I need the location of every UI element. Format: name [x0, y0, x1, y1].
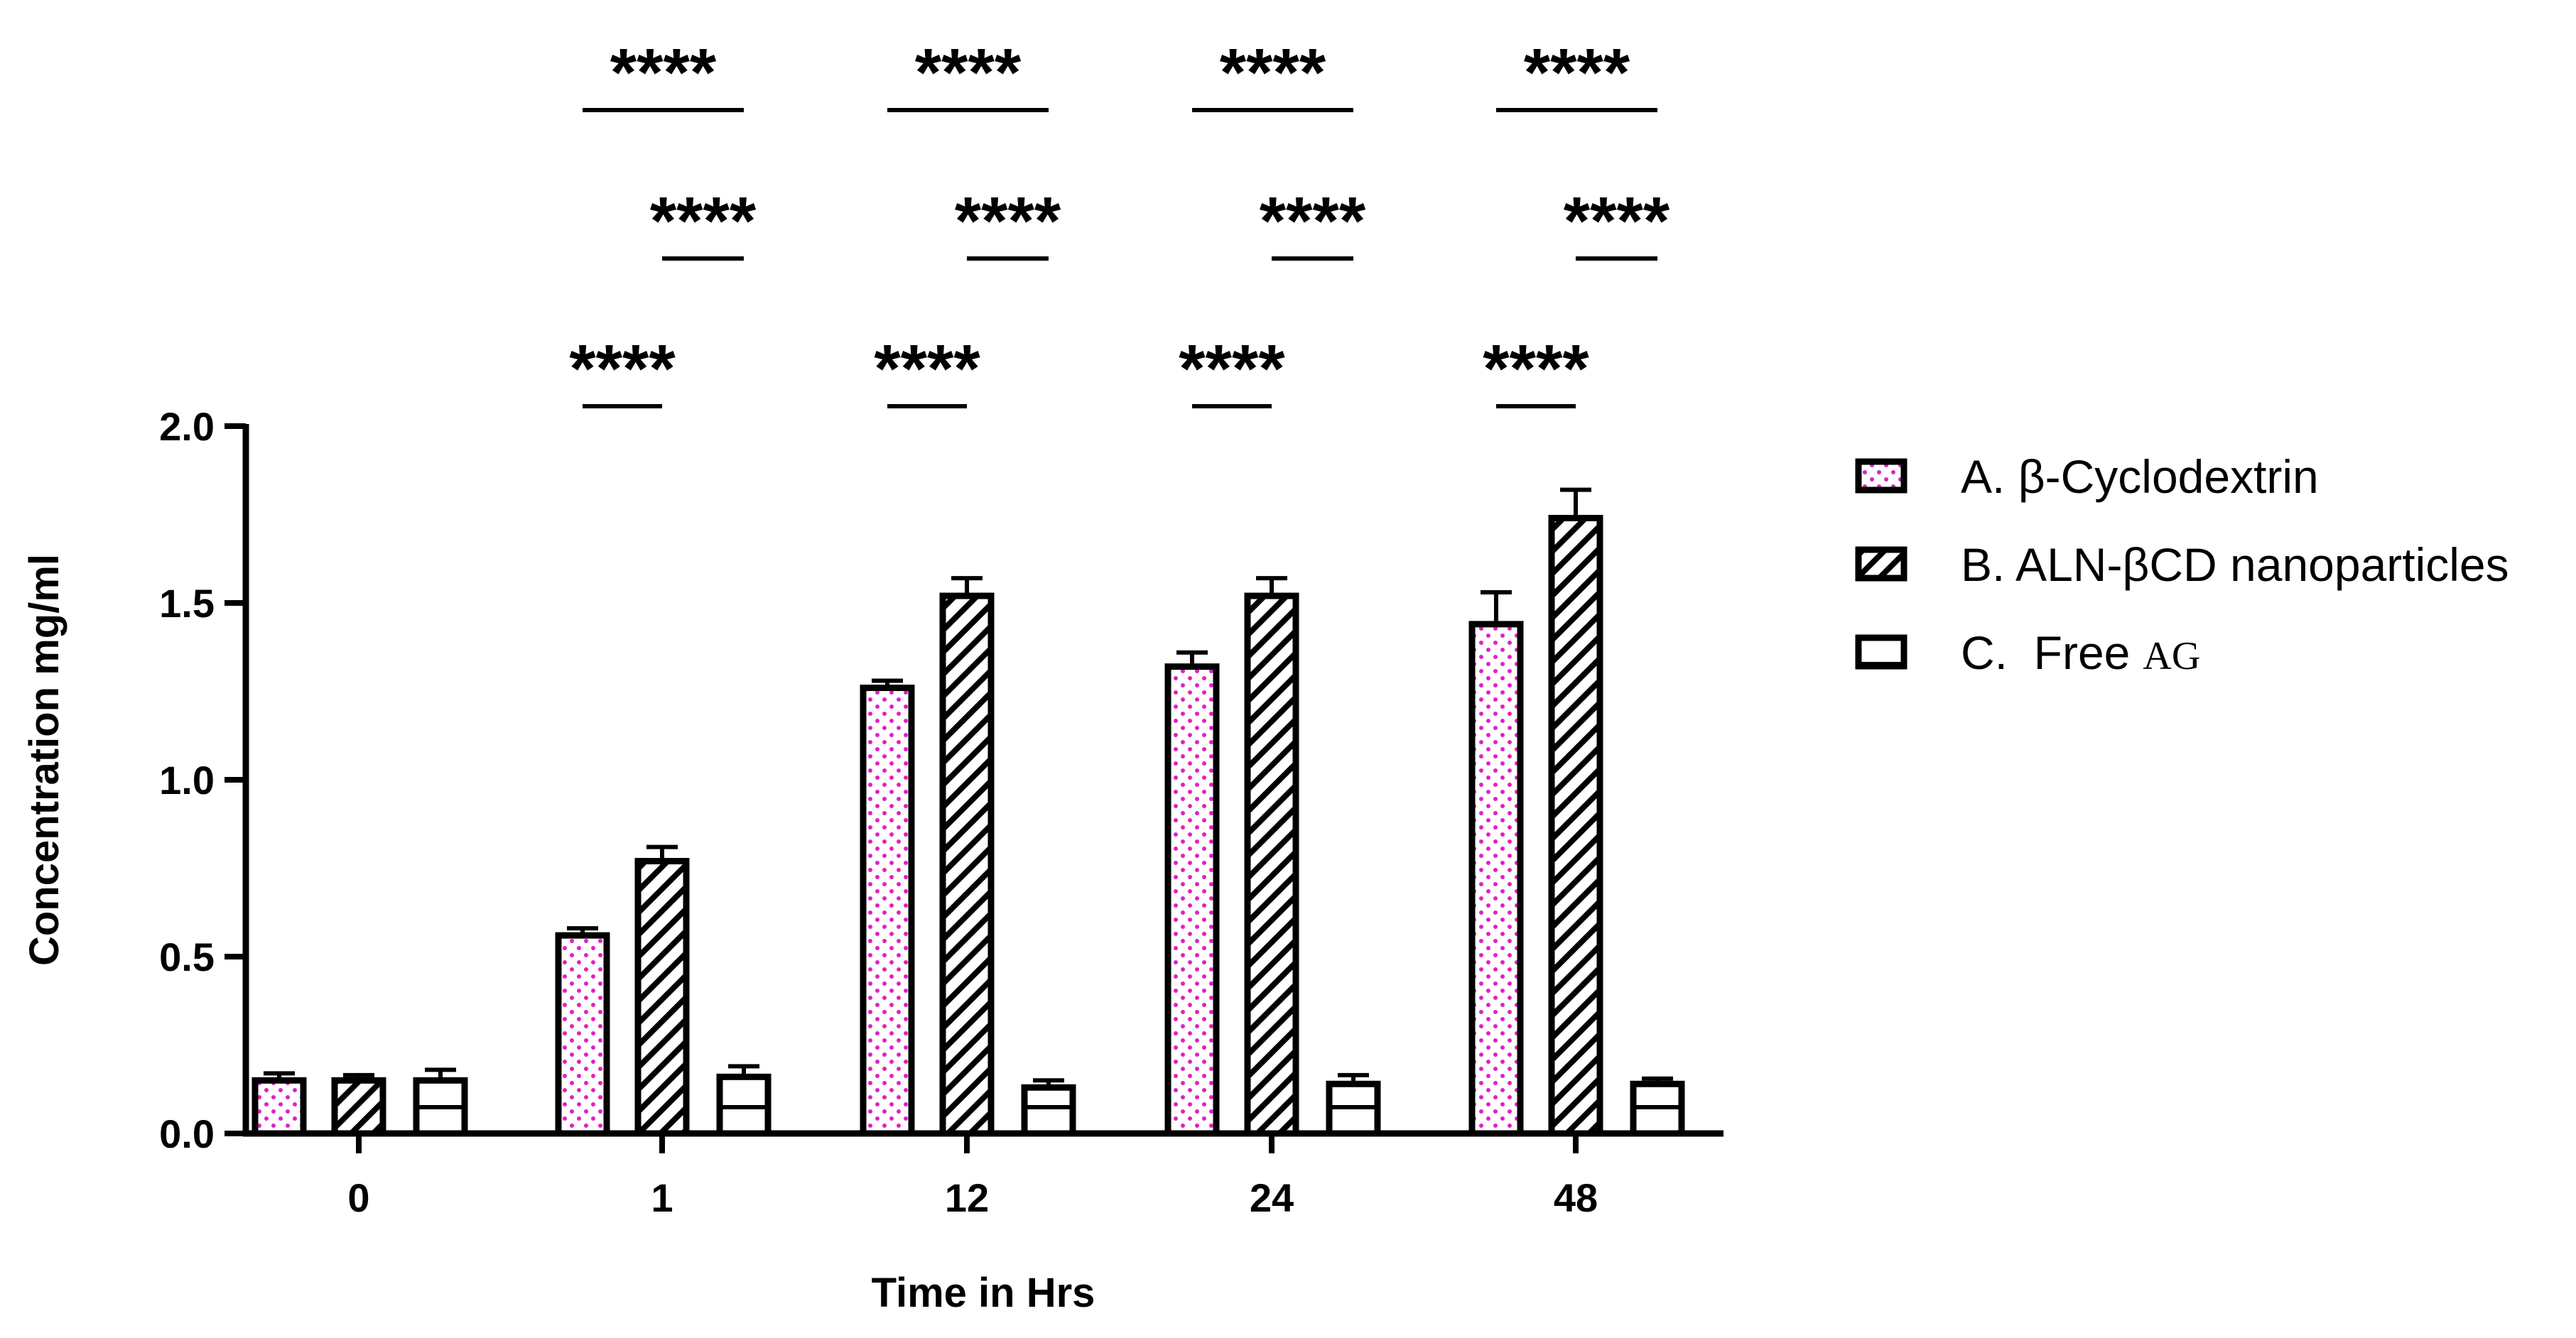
bar — [716, 1073, 772, 1137]
bar — [1244, 592, 1299, 1137]
legend-label: B. ALN-βCD nanoparticles — [1961, 538, 2509, 591]
y-tick-label: 1.5 — [159, 581, 215, 626]
significance-label: **** — [1564, 183, 1670, 259]
x-tick-label: 0 — [347, 1175, 369, 1220]
significance-group: **** **** **** **** **** **** **** **** **** ****… — [569, 35, 1670, 408]
y-ticks-group: 0.0 0.5 1.0 1.5 2.0 — [159, 404, 246, 1156]
significance-label: **** — [874, 331, 980, 407]
bar — [860, 685, 915, 1137]
bar — [555, 932, 610, 1137]
legend-label: A. β-Cyclodextrin — [1961, 450, 2319, 503]
legend: A. β-Cyclodextrin B. ALN-βCD nanoparticle… — [1855, 450, 2509, 679]
x-tick-label: 1 — [651, 1175, 673, 1220]
x-tick-label: 24 — [1250, 1175, 1294, 1220]
legend-swatch — [1855, 634, 1907, 670]
significance-label: **** — [1260, 183, 1366, 259]
legend-swatch — [1855, 458, 1907, 494]
error-bars-group — [264, 487, 1673, 1088]
y-tick-label: 1.0 — [159, 758, 215, 803]
bar — [939, 592, 995, 1137]
x-axis-title: Time in Hrs — [872, 1270, 1095, 1316]
significance-label: **** — [1220, 35, 1326, 111]
significance-label: **** — [1179, 331, 1285, 407]
bar — [1548, 514, 1603, 1137]
x-tick-label: 48 — [1554, 1175, 1598, 1220]
y-axis-title: Concentration mg/ml — [21, 554, 67, 966]
bar — [1630, 1080, 1685, 1137]
significance-label: **** — [650, 183, 757, 259]
significance-label: **** — [610, 35, 717, 111]
significance-label: **** — [569, 331, 676, 407]
bar — [634, 858, 690, 1137]
bar — [1326, 1080, 1381, 1137]
y-tick-label: 2.0 — [159, 404, 215, 449]
legend-swatch — [1855, 546, 1907, 582]
legend-label: C. Free AG — [1961, 626, 2200, 679]
x-tick-label: 12 — [945, 1175, 989, 1220]
y-tick-label: 0.5 — [159, 935, 215, 979]
bar — [413, 1077, 468, 1137]
significance-label: **** — [915, 35, 1022, 111]
y-tick-label: 0.0 — [159, 1111, 215, 1156]
bar — [1164, 663, 1220, 1137]
bar — [331, 1077, 386, 1137]
legend-label-suffix: AG — [2143, 634, 2200, 678]
significance-label: **** — [1483, 331, 1589, 407]
bars-group — [251, 514, 1685, 1137]
significance-label: **** — [955, 183, 1061, 259]
x-ticks-group: 0 1 12 24 48 — [347, 1133, 1598, 1220]
bar — [1021, 1084, 1076, 1137]
bar — [251, 1077, 307, 1137]
bar — [1468, 621, 1524, 1137]
significance-label: **** — [1524, 35, 1630, 111]
